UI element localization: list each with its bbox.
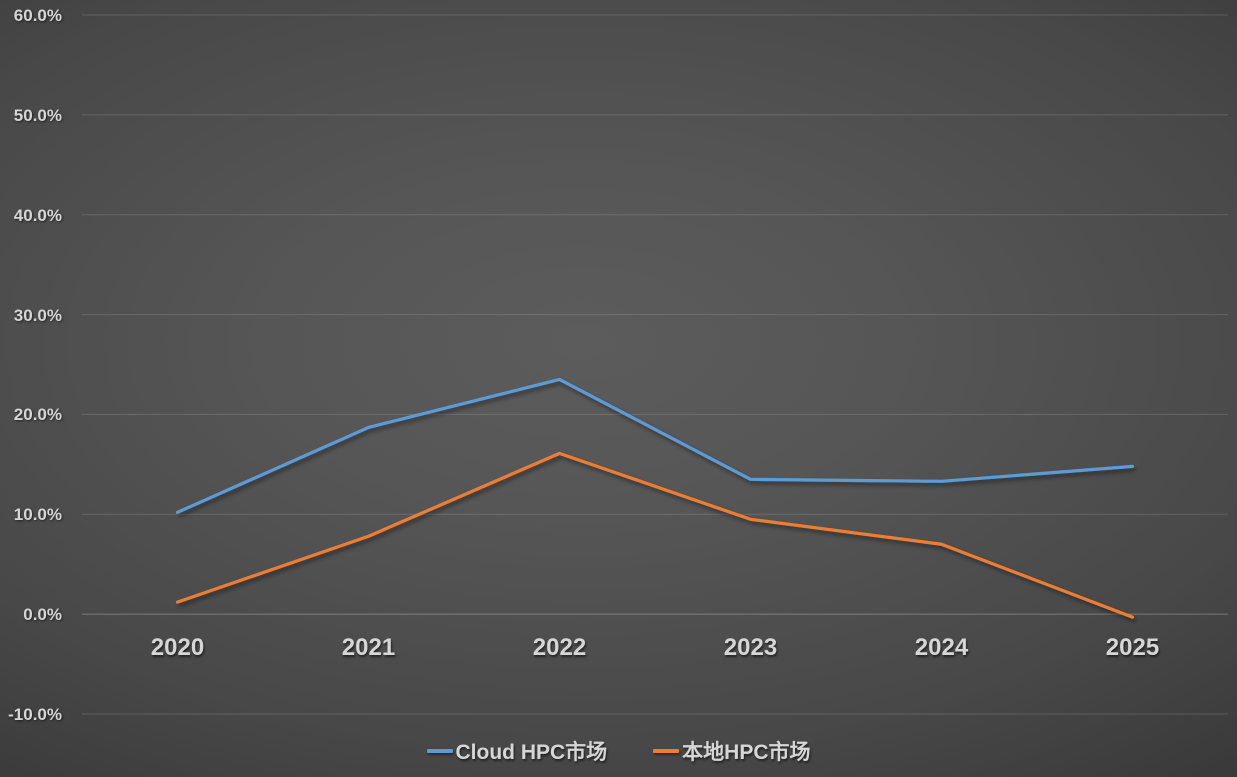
- y-tick-label: 30.0%: [13, 305, 62, 325]
- x-tick-label: 2025: [1105, 634, 1160, 661]
- legend: Cloud HPC市场 本地HPC市场: [0, 736, 1237, 766]
- legend-line-swatch: [426, 749, 453, 753]
- y-tick-label: 0.0%: [23, 605, 62, 625]
- x-tick-label: 2023: [723, 634, 778, 661]
- series-line-0: [175, 377, 1135, 514]
- x-tick-label: 2020: [150, 634, 205, 661]
- legend-label: Cloud HPC市场: [455, 741, 608, 764]
- legend-label: 本地HPC市场: [682, 741, 811, 764]
- legend-item-1: 本地HPC市场: [653, 736, 811, 766]
- x-tick-label: 2021: [341, 634, 396, 661]
- y-tick-label: 40.0%: [13, 205, 62, 225]
- y-tick-label: 10.0%: [13, 505, 62, 525]
- legend-item-0: Cloud HPC市场: [426, 736, 608, 766]
- x-tick-label: 2022: [532, 634, 587, 661]
- series-lines: [175, 377, 1135, 619]
- x-tick-label: 2024: [914, 634, 969, 661]
- y-tick-label: 20.0%: [13, 405, 62, 425]
- y-tick-label: 50.0%: [13, 105, 62, 125]
- y-tick-label: 60.0%: [13, 6, 62, 25]
- series-line-1: [175, 451, 1135, 619]
- gridlines: [82, 14, 1228, 715]
- legend-line-swatch: [653, 749, 680, 753]
- y-tick-label: -10.0%: [8, 705, 62, 724]
